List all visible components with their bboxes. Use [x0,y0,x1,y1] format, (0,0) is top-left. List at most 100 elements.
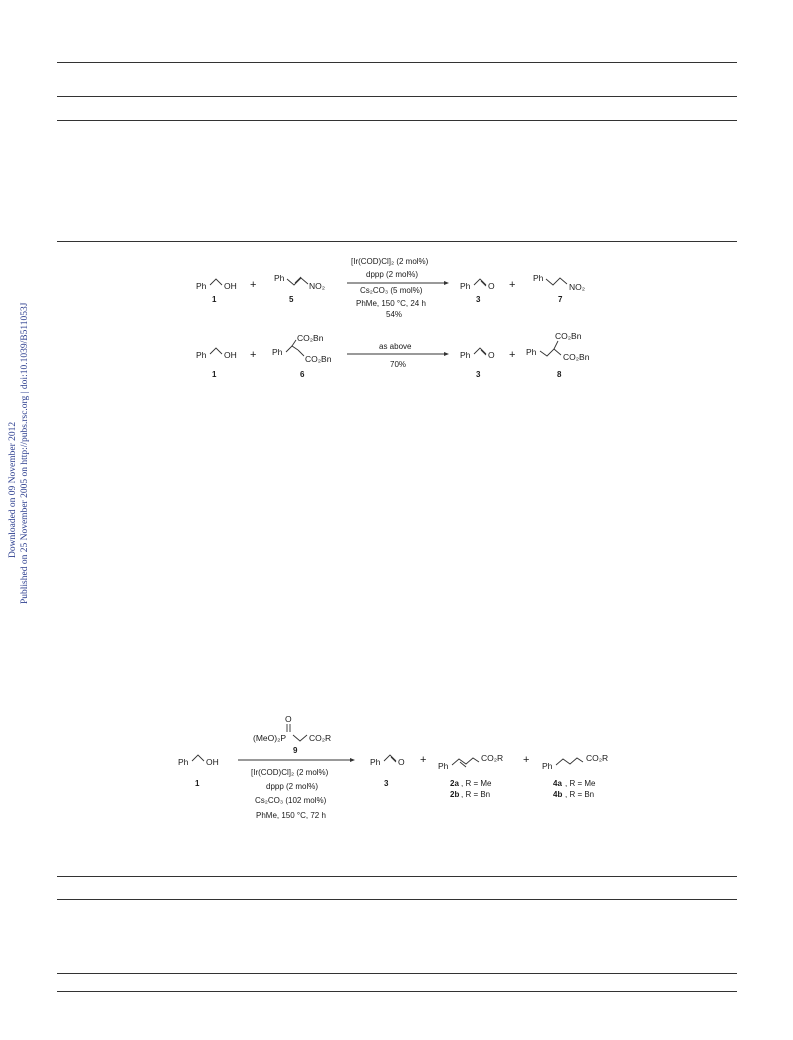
scheme-row-2: Ph OH 1 + Ph CO₂Bn CO₂Bn 6 as above 70% … [196,331,590,379]
product-3-ph: Ph [460,281,471,291]
reactant-1-bonds [209,278,223,286]
reactant-1-bonds [191,754,205,762]
product-3-double-bond [480,280,487,287]
compound-number-2b: 2b [450,790,459,799]
plus-sign: + [420,754,426,766]
reagent-9-p: (MeO)₂P [253,733,286,743]
conditions-as-above: as above [379,342,412,351]
product-2b-r-label: , R = Bn [461,790,490,799]
reactant-6-ester-bond-bottom [297,349,305,357]
reactant-6-bonds [285,345,299,353]
product-3-bonds [383,754,397,762]
product-8-ester-bond-top [553,340,559,350]
base-label: Cs₂CO₃ (5 mol%) [360,286,423,295]
compound-number-3: 3 [476,295,481,304]
product-3-o: O [398,757,405,767]
header-rule-1 [57,62,737,63]
reactant-1-ph: Ph [196,350,207,360]
reactant-1-oh: OH [224,281,237,291]
conditions-label: PhMe, 150 °C, 24 h [356,299,426,308]
reactant-6-ester-bottom: CO₂Bn [305,354,332,364]
product-3-double-bond [480,349,487,356]
compound-number-1: 1 [212,370,217,379]
arrow-head-3 [350,758,355,762]
reactant-6-ph: Ph [272,347,283,357]
product-7-bonds [545,277,568,286]
plus-sign: + [509,349,515,361]
catalyst-label: [Ir(COD)Cl]₂ (2 mol%) [351,257,429,266]
product-4-ph: Ph [542,761,553,771]
yield-label: 70% [390,360,406,369]
section-rule [57,241,737,242]
product-2-bonds [451,757,480,766]
plus-sign: + [250,279,256,291]
product-3-o: O [488,350,495,360]
footer-rule-3 [57,973,737,974]
reactant-1-ph: Ph [178,757,189,767]
product-3-ph: Ph [460,350,471,360]
product-4b-r-label: , R = Bn [565,790,594,799]
plus-sign: + [250,349,256,361]
product-2-double-bond [459,761,467,768]
product-3-bonds [473,278,487,286]
conditions-label: PhMe, 150 °C, 72 h [256,811,326,820]
reactant-1-ph: Ph [196,281,207,291]
arrow-head-2 [444,352,449,356]
reactant-1-oh: OH [224,350,237,360]
product-8-bonds [539,348,562,357]
product-2-ester: CO₂R [481,753,503,763]
footer-rule-1 [57,876,737,877]
reagent-9-ester: CO₂R [309,733,331,743]
footer-rule-2 [57,899,737,900]
compound-number-2a: 2a [450,779,459,788]
header-rule-3 [57,120,737,121]
reactant-5-double-bond [294,276,302,284]
reactant-5-no2: NO₂ [309,281,325,291]
scheme-row-1: Ph OH 1 + Ph NO₂ 5 [Ir(COD)Cl]₂ (2 mol%)… [196,257,585,319]
reaction-scheme-bottom: Ph OH 1 O (MeO)₂P CO₂R 9 [Ir(COD)Cl]₂ (2… [178,714,608,820]
compound-number-8: 8 [557,370,562,379]
product-3-o: O [488,281,495,291]
compound-number-5: 5 [289,295,294,304]
product-3-double-bond [390,756,397,763]
compound-number-3: 3 [384,779,389,788]
reactant-1-oh: OH [206,757,219,767]
base-label: Cs₂CO₃ (102 mol%) [255,796,327,805]
product-8-ester-bottom: CO₂Bn [563,352,590,362]
product-8-ester-top: CO₂Bn [555,331,582,341]
footer-rule-4 [57,991,737,992]
header-rule-2 [57,96,737,97]
product-7-ph: Ph [533,273,544,283]
product-3-bonds [473,347,487,355]
reactant-5-bonds [286,277,309,286]
compound-number-1: 1 [212,295,217,304]
reactant-6-ester-top: CO₂Bn [297,333,324,343]
product-7-no2: NO₂ [569,282,585,292]
product-4a-r-label: , R = Me [565,779,596,788]
ligand-label: dppp (2 mol%) [366,270,418,279]
compound-number-1: 1 [195,779,200,788]
compound-number-4b: 4b [553,790,562,799]
product-3-ph: Ph [370,757,381,767]
catalyst-label: [Ir(COD)Cl]₂ (2 mol%) [251,768,329,777]
arrow-head-1 [444,281,449,285]
compound-number-9: 9 [293,746,298,755]
reactant-1-bonds [209,347,223,355]
product-8-ph: Ph [526,347,537,357]
product-2-ph: Ph [438,761,449,771]
product-2a-r-label: , R = Me [461,779,492,788]
ligand-label: dppp (2 mol%) [266,782,318,791]
reagent-9-o: O [285,714,292,724]
compound-number-3: 3 [476,370,481,379]
plus-sign: + [509,279,515,291]
reagent-9-bonds [292,734,308,742]
reactant-6-ester-bond-top [291,339,297,347]
yield-label: 54% [386,310,402,319]
reactant-5-ph: Ph [274,273,285,283]
compound-number-7: 7 [558,295,563,304]
compound-number-4a: 4a [553,779,562,788]
compound-number-6: 6 [300,370,305,379]
plus-sign: + [523,754,529,766]
product-4-bonds [555,757,584,766]
